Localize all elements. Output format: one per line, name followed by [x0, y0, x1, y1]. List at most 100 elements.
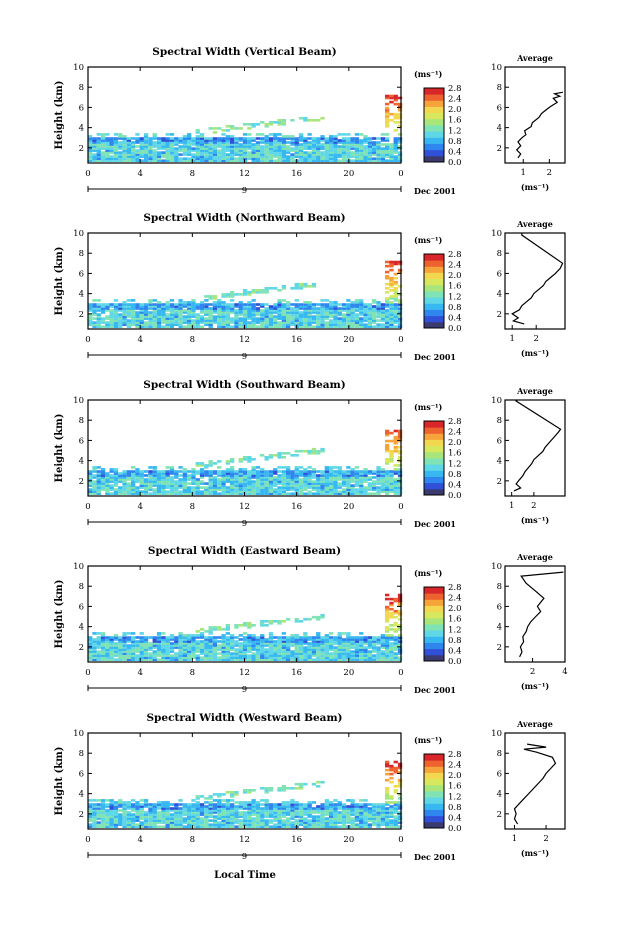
heatmap-cell: [385, 598, 389, 601]
colorbar-swatch: [424, 440, 444, 447]
colorbar-tick-label: 0.8: [448, 303, 462, 313]
heatmap-cell: [394, 468, 398, 471]
heatmap-cell: [312, 325, 316, 328]
heatmap-cell: [135, 311, 139, 314]
heatmap-cell: [234, 309, 238, 312]
y-tick-label: 2: [79, 144, 84, 154]
heatmap-cell: [221, 799, 225, 802]
heatmap-cell: [320, 151, 324, 154]
heatmap-cell: [153, 303, 157, 306]
heatmap-cell: [178, 803, 182, 806]
heatmap-cell: [204, 317, 208, 320]
heatmap-cell: [368, 137, 372, 140]
heatmap-cell: [217, 652, 221, 655]
heatmap-cell: [252, 634, 256, 637]
heatmap-cell: [308, 466, 312, 469]
heatmap-cell: [92, 480, 96, 483]
heatmap-cell: [217, 793, 221, 796]
heatmap-cell: [290, 303, 294, 306]
heatmap-cell: [118, 141, 122, 144]
heatmap-cell: [385, 275, 389, 278]
heatmap-cell: [389, 628, 393, 631]
heatmap-cell: [135, 145, 139, 148]
heatmap-cell: [376, 323, 380, 326]
x-tick-label: 20: [343, 668, 354, 678]
heatmap-cell: [110, 492, 114, 495]
heatmap-cell: [196, 470, 200, 473]
heatmap-cell: [303, 283, 307, 286]
heatmap-cell: [196, 478, 200, 481]
colorbar-unit: (ms⁻¹): [414, 235, 442, 245]
heatmap-cell: [282, 452, 286, 455]
heatmap-cell: [252, 624, 256, 627]
heatmap-cell: [320, 299, 324, 302]
heatmap-cell: [316, 815, 320, 818]
colorbar-swatch: [424, 273, 444, 280]
panel-title: Spectral Width (Southward Beam): [143, 379, 345, 391]
heatmap-cell: [234, 636, 238, 639]
heatmap-cell: [282, 819, 286, 822]
heatmap-cell: [389, 261, 393, 264]
heatmap-cell: [260, 303, 264, 306]
heatmap-cell: [144, 478, 148, 481]
heatmap-cell: [308, 141, 312, 144]
heatmap-cell: [282, 470, 286, 473]
heatmap-cell: [110, 309, 114, 312]
colorbar-swatch: [424, 107, 444, 114]
heatmap-cell: [363, 803, 367, 806]
heatmap-cell: [239, 811, 243, 814]
heatmap-cell: [183, 157, 187, 160]
heatmap-cell: [230, 299, 234, 302]
heatmap-cell: [363, 135, 367, 138]
heatmap-cell: [320, 470, 324, 473]
panel-title: Spectral Width (Northward Beam): [143, 212, 345, 224]
heatmap-cell: [303, 618, 307, 621]
heatmap-cell: [286, 155, 290, 158]
y-axis-label: Height (km): [54, 247, 65, 316]
heatmap-cell: [299, 478, 303, 481]
heatmap-cell: [92, 799, 96, 802]
heatmap-cell: [363, 486, 367, 489]
heatmap-cell: [131, 636, 135, 639]
colorbar-swatch: [424, 655, 444, 662]
heatmap-cell: [372, 480, 376, 483]
heatmap-cell: [351, 799, 355, 802]
heatmap-cell: [191, 799, 195, 802]
average-y-tick-label: 2: [497, 144, 502, 154]
heatmap-cell: [140, 137, 144, 140]
heatmap-cell: [303, 817, 307, 820]
heatmap-cell: [127, 482, 131, 485]
heatmap-cell: [135, 640, 139, 643]
average-profile-line: [512, 233, 562, 324]
heatmap-cell: [131, 303, 135, 306]
heatmap-cell: [338, 825, 342, 828]
colorbar-swatch: [424, 150, 444, 157]
heatmap-cell: [312, 303, 316, 306]
average-y-tick-label: 10: [491, 229, 502, 239]
heatmap-cell: [252, 799, 256, 802]
heatmap-cell: [299, 283, 303, 286]
heatmap-cell: [230, 634, 234, 637]
heatmap-cell: [217, 460, 221, 463]
heatmap-cell: [320, 781, 324, 784]
heatmap-cell: [256, 289, 260, 292]
colorbar-swatch: [424, 125, 444, 132]
heatmap-cell: [389, 269, 393, 272]
heatmap-cell: [131, 466, 135, 469]
heatmap-cell: [183, 301, 187, 304]
heatmap-cell: [312, 468, 316, 471]
heatmap-cell: [234, 825, 238, 828]
heatmap-cell: [389, 602, 393, 605]
heatmap-cell: [277, 119, 281, 122]
heatmap-cell: [342, 488, 346, 491]
heatmap-cell: [213, 636, 217, 639]
heatmap-cell: [144, 811, 148, 814]
heatmap-cell: [217, 821, 221, 824]
heatmap-cell: [135, 149, 139, 152]
heatmap-cell: [105, 472, 109, 475]
heatmap-cell: [389, 624, 393, 627]
heatmap-cell: [286, 636, 290, 639]
heatmap-cell: [204, 303, 208, 306]
heatmap-cell: [329, 301, 333, 304]
colorbar-swatch: [424, 137, 444, 144]
